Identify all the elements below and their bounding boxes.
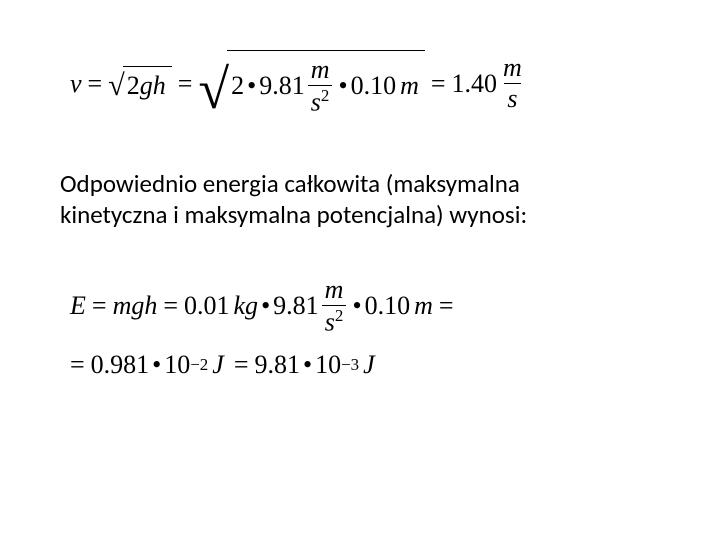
unit-J-b: J (359, 350, 375, 380)
equals-6: = (433, 291, 454, 321)
unit-J-a: J (208, 350, 228, 380)
unit-m-per-s2-b: m s2 (322, 275, 347, 338)
equation-velocity: v = √ 2 gh = √ 2 • 9.81 m s2 • 0.10 m (70, 50, 670, 118)
val-h: 0.10 (351, 71, 397, 101)
var-v: v (70, 69, 82, 99)
exp-a: −2 (190, 355, 208, 375)
unit-kg: kg (230, 291, 259, 321)
equals-7: = (70, 350, 91, 380)
var-E: E (70, 291, 86, 321)
coef-a: 0.981 (91, 350, 150, 380)
unit-m: m (396, 71, 419, 101)
coef-b: 9.81 (254, 350, 300, 380)
mult-dot: • (258, 291, 273, 321)
base-a: 10 (164, 350, 190, 380)
sqrt-2gh: √ 2 gh (108, 66, 171, 101)
var-gh: gh (140, 71, 166, 101)
description-text: Odpowiednio energia całkowita (maksymaln… (60, 168, 670, 231)
result-val: 1.40 (452, 69, 498, 99)
equals-4: = (86, 291, 113, 321)
mult-dot: • (149, 350, 164, 380)
equals-5: = (157, 291, 184, 321)
const-2: 2 (127, 71, 140, 101)
val-h2: 0.10 (365, 291, 411, 321)
val-g2: 9.81 (273, 291, 319, 321)
text-line-2: kinetyczna i maksymalna potencjalna) wyn… (60, 199, 670, 230)
base-b: 10 (315, 350, 341, 380)
equals-1: = (82, 69, 109, 99)
equals-3: = (425, 69, 452, 99)
unit-m-b: m (410, 291, 433, 321)
val-2: 2 (231, 71, 244, 101)
exp-b: −3 (341, 355, 359, 375)
text-line-1: Odpowiednio energia całkowita (maksymaln… (60, 168, 670, 199)
expr-mgh: mgh (113, 291, 158, 321)
equals-8: = (228, 350, 255, 380)
mult-dot: • (300, 350, 315, 380)
equation-energy-1: E = mgh = 0.01 kg • 9.81 m s2 • 0.10 m = (70, 275, 670, 338)
mult-dot: • (244, 71, 259, 101)
unit-m-per-s2: m s2 (308, 55, 333, 118)
mult-dot: • (349, 291, 364, 321)
val-g: 9.81 (259, 71, 305, 101)
unit-m-per-s: m s (500, 53, 525, 114)
val-m: 0.01 (184, 291, 230, 321)
equation-energy-2: = 0.981 • 10−2 J = 9.81 • 10−3 J (70, 350, 670, 380)
equals-2: = (172, 69, 199, 99)
slide: v = √ 2 gh = √ 2 • 9.81 m s2 • 0.10 m (0, 0, 720, 540)
mult-dot: • (335, 71, 350, 101)
sqrt-numeric: √ 2 • 9.81 m s2 • 0.10 m (198, 50, 425, 118)
